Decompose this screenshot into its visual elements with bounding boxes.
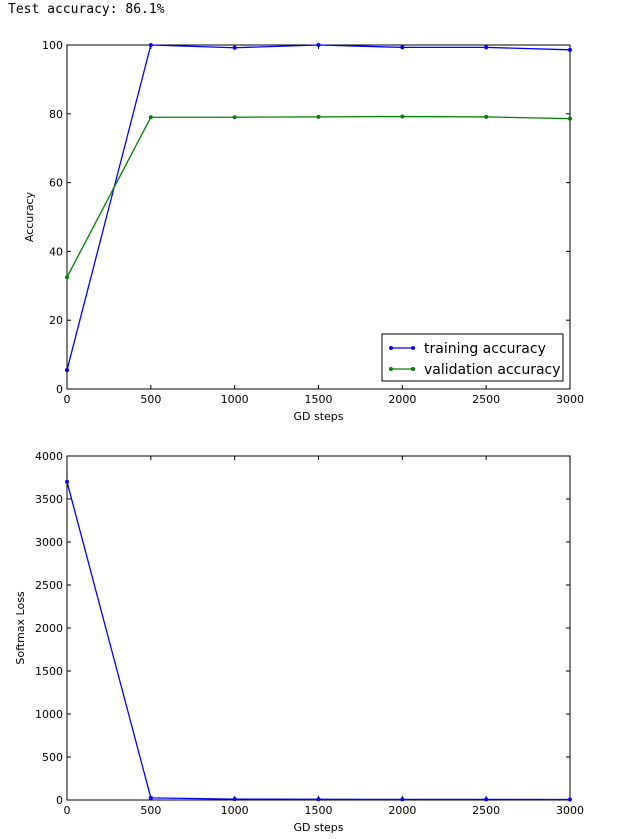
chart1-xtick-label: 0 [64,393,71,406]
chart2-xtick-label: 1000 [221,804,249,817]
chart2-x-axis-label: GD steps [293,821,343,834]
chart2-xtick-label: 2500 [472,804,500,817]
chart1-ytick-label: 20 [49,314,63,327]
chart2-ytick-label: 4000 [35,450,63,463]
chart2-xtick-label: 1500 [305,804,333,817]
chart1-series-2-point [484,114,489,119]
chart2-ytick-label: 0 [56,794,63,807]
chart2-series-1-point [65,479,69,484]
chart1-series-1-line [66,44,571,371]
chart1-y-axis-label: Accuracy [23,191,36,242]
chart1-series-2-point [568,116,572,121]
chart2-series-1-point [400,797,405,802]
chart1-legend-marker [411,367,415,371]
chart1-xtick-label: 1500 [305,393,333,406]
chart2-xtick-label: 0 [64,804,71,817]
chart1-legend-marker [411,346,415,350]
chart1-series-2-line [66,115,571,278]
chart1-series-2-point [400,114,405,119]
chart2-xtick-label: 3000 [556,804,584,817]
chart2-ytick-label: 1000 [35,708,63,721]
chart1-series-2-point [316,114,321,119]
chart1-xtick-label: 2000 [388,393,416,406]
chart1-series-1-point [65,368,69,373]
chart1-xtick-label: 500 [140,393,161,406]
chart2-series-1-point [484,797,489,802]
chart1-ytick-label: 100 [42,39,63,52]
chart1-series-1-point [568,47,572,52]
chart2-y-axis-label: Softmax Loss [14,591,27,665]
chart1-ytick-label: 0 [56,383,63,396]
chart1-series-1-point [484,45,489,50]
chart1-xtick-label: 2500 [472,393,500,406]
chart2-ytick-label: 500 [42,751,63,764]
chart2-ytick-label: 3500 [35,493,63,506]
chart1-series-2-point [232,115,237,120]
chart1-legend-label: validation accuracy [424,362,561,378]
chart2-series-1-point [316,797,321,802]
chart1-legend-marker [389,367,393,371]
chart2-ytick-label: 2500 [35,579,63,592]
chart1-legend-label: training accuracy [424,341,546,357]
chart2-ytick-label: 2000 [35,622,63,635]
chart1-legend-marker [389,346,393,350]
chart2-ytick-label: 3000 [35,536,63,549]
chart1-series-2-point [148,115,153,120]
chart1-series-1-point [400,45,405,50]
chart1-ytick-label: 40 [49,245,63,258]
chart1-series-1-point [148,43,153,47]
chart1-ytick-label: 80 [49,108,63,121]
chart2-series-1-point [232,797,237,802]
chart1-xtick-label: 1000 [221,393,249,406]
chart2-series-1-point [568,797,572,802]
chart2-plot-frame [66,455,571,801]
chart1-xtick-label: 3000 [556,393,584,406]
chart1-x-axis-label: GD steps [293,410,343,423]
chart1-legend-box [381,333,564,382]
test-accuracy-output: Test accuracy: 86.1% [8,2,165,17]
chart2-ytick-label: 1500 [35,665,63,678]
chart2-xtick-label: 2000 [388,804,416,817]
chart2-series-1-line [66,481,571,801]
chart2-xtick-label: 500 [140,804,161,817]
chart1-series-1-point [232,45,237,50]
chart2-series-1-point [148,795,153,800]
chart1-ytick-label: 60 [49,177,63,190]
chart1-series-1-point [316,43,321,47]
chart1-series-2-point [65,275,69,280]
